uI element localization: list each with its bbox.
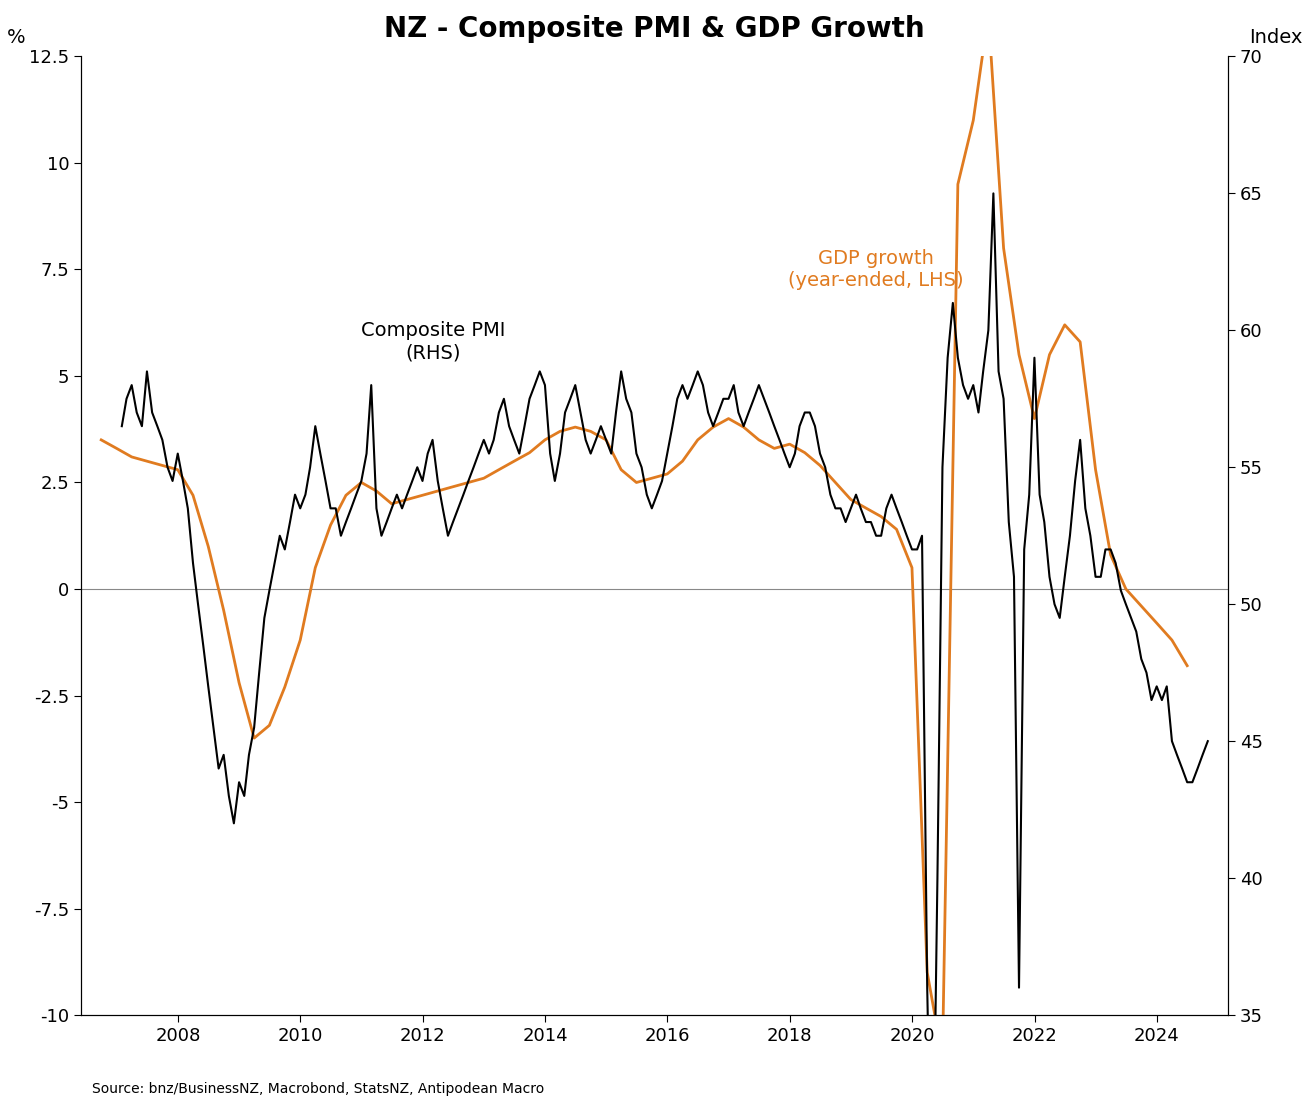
Text: Source: bnz/BusinessNZ, Macrobond, StatsNZ, Antipodean Macro: Source: bnz/BusinessNZ, Macrobond, Stats…	[92, 1082, 543, 1096]
Text: GDP growth
(year-ended, LHS): GDP growth (year-ended, LHS)	[788, 250, 965, 290]
Text: Index: Index	[1249, 28, 1302, 46]
Title: NZ - Composite PMI & GDP Growth: NZ - Composite PMI & GDP Growth	[384, 15, 925, 43]
Text: Composite PMI
(RHS): Composite PMI (RHS)	[360, 321, 505, 362]
Text: %: %	[7, 28, 25, 46]
